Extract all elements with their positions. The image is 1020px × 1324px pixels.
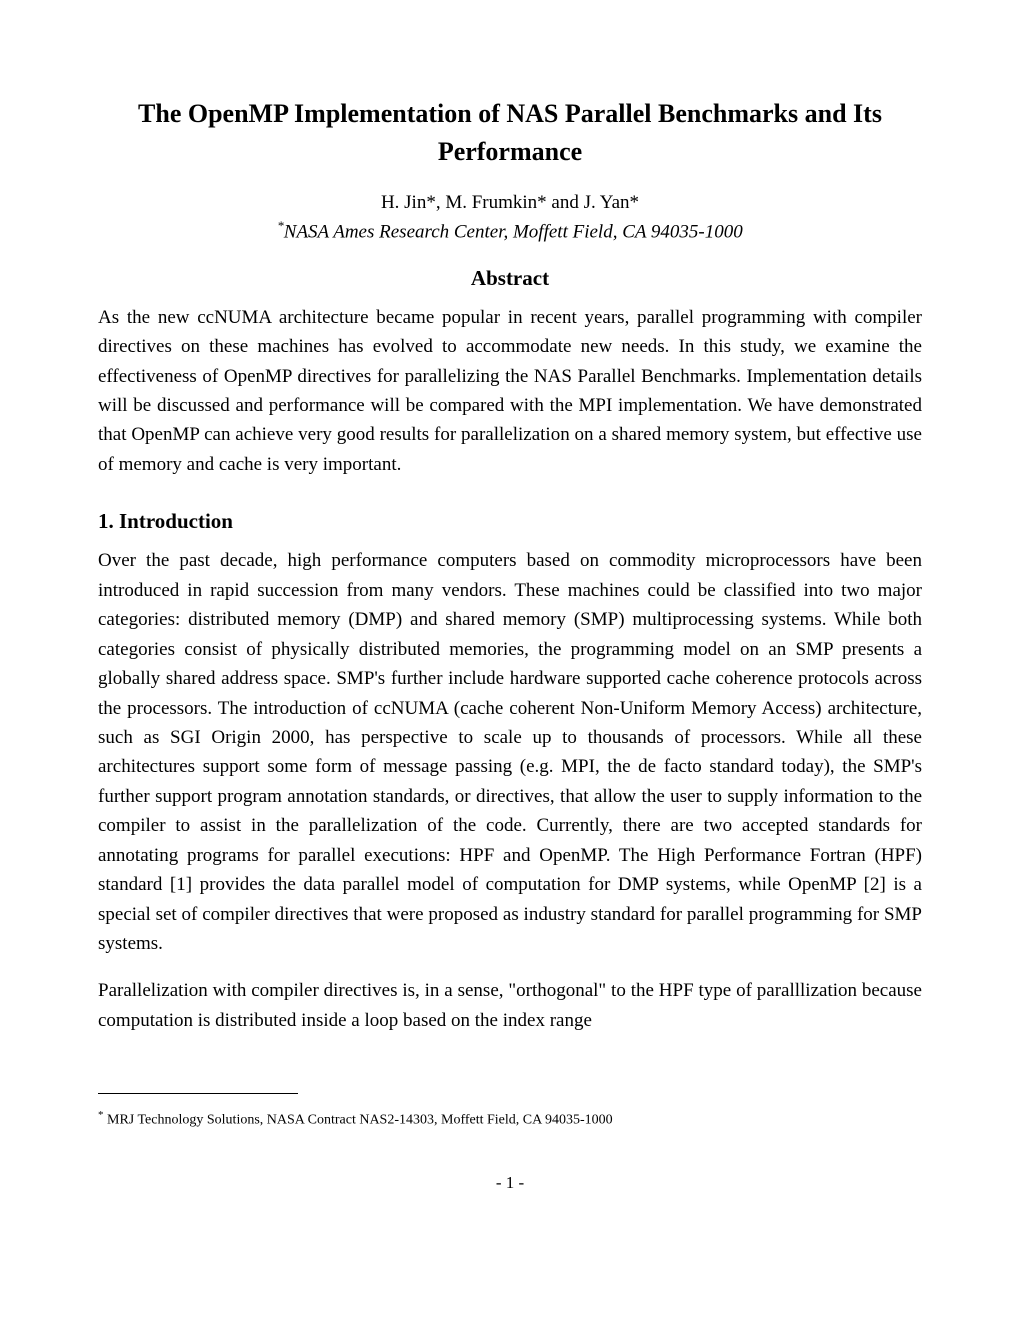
- affiliation-line: *NASA Ames Research Center, Moffett Fiel…: [98, 218, 922, 243]
- body-paragraph-1: Over the past decade, high performance c…: [98, 546, 922, 958]
- page-number: - 1 -: [98, 1173, 922, 1193]
- footnote-divider: [98, 1093, 298, 1094]
- section-heading-introduction: 1. Introduction: [98, 509, 922, 534]
- footnote-content: MRJ Technology Solutions, NASA Contract …: [104, 1113, 613, 1128]
- abstract-heading: Abstract: [98, 266, 922, 291]
- abstract-text: As the new ccNUMA architecture became po…: [98, 303, 922, 480]
- footnote: * MRJ Technology Solutions, NASA Contrac…: [98, 1108, 922, 1130]
- body-paragraph-2: Parallelization with compiler directives…: [98, 976, 922, 1035]
- author-line: H. Jin*, M. Frumkin* and J. Yan*: [98, 192, 922, 214]
- affiliation-text: NASA Ames Research Center, Moffett Field…: [284, 222, 743, 243]
- paper-title: The OpenMP Implementation of NAS Paralle…: [98, 95, 922, 170]
